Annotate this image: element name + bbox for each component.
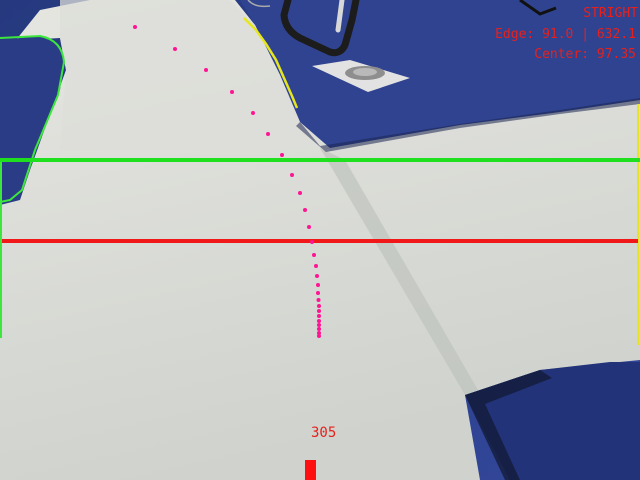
steering-marker [305,460,316,480]
path-point [298,191,302,195]
path-point [317,331,321,335]
floor-area-top-right [240,0,640,148]
drive-mode-label: STRIGHT [583,6,638,21]
path-point [310,240,314,244]
path-point [230,90,234,94]
red-scanline [2,239,638,243]
table-edge-shadow [296,98,640,152]
path-point [317,323,321,327]
table-seam [320,148,478,395]
green-scanline [0,158,640,162]
path-point [290,173,294,177]
path-point [314,264,318,268]
path-point [303,208,307,212]
path-point [316,298,321,302]
path-point [317,314,321,318]
paper-on-floor [312,60,410,92]
path-point [317,327,321,331]
path-point [266,132,270,136]
chair-legs [247,0,557,57]
path-point [317,304,321,308]
path-point [280,153,284,157]
path-points [133,25,321,338]
path-point [204,68,208,72]
path-point [133,25,137,29]
edge-readout: Edge: 91.0 | 632.1 [495,27,636,42]
path-point [317,309,321,313]
path-point [251,111,255,115]
table-far-strip [60,0,320,150]
path-point [317,319,321,323]
steering-value: 305 [311,425,337,441]
path-point [173,47,177,51]
center-readout: Center: 97.35 [534,47,636,62]
detected-right-edge [243,17,299,109]
path-point [315,274,319,278]
path-point [312,253,316,257]
path-point [316,283,320,287]
detected-left-edge [0,34,66,203]
path-point [317,334,321,338]
floor-shadow-bottom-right [465,370,552,480]
path-point [316,291,320,295]
path-point [307,225,311,229]
